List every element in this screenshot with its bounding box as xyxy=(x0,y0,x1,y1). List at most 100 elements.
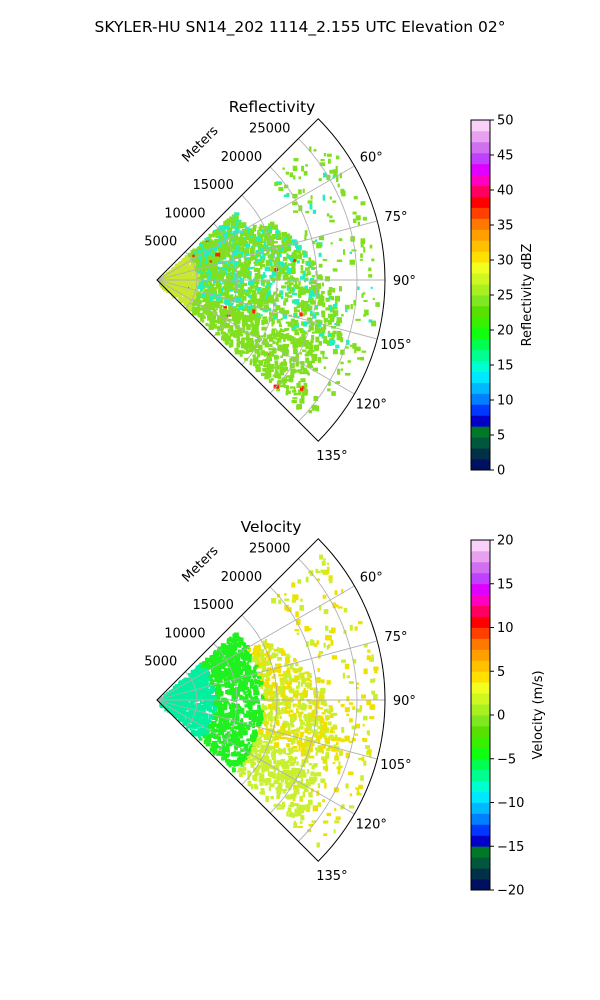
colorbar-segment xyxy=(471,404,490,416)
colorbar-segment xyxy=(471,758,490,771)
azimuth-gridline xyxy=(156,585,355,701)
colorbar-segment xyxy=(471,682,490,694)
azimuth-tick-label: 90° xyxy=(393,694,416,709)
colorbar-segment xyxy=(471,426,490,438)
azimuth-gridline xyxy=(156,699,355,815)
azimuth-gridline xyxy=(156,165,355,281)
azimuth-tick-label: 135° xyxy=(316,869,347,884)
velocity-colorbar-label: Velocity (m/s) xyxy=(531,670,546,759)
azimuth-tick-label: 75° xyxy=(384,630,407,645)
colorbar-segment xyxy=(471,316,490,329)
colorbar-segment xyxy=(471,857,490,869)
colorbar-segment xyxy=(471,583,490,596)
azimuth-gridline xyxy=(156,279,355,395)
colorbar-segment xyxy=(471,141,490,154)
colorbar-segment xyxy=(471,616,490,628)
colorbar-segment xyxy=(471,638,490,650)
colorbar-segment xyxy=(471,327,490,340)
colorbar-segment xyxy=(471,295,490,307)
colorbar-tick-label: −10 xyxy=(497,796,524,811)
reflectivity-colorbar: Reflectivity dBZ 0 5 10 15 20 25 30 35 40 45 50 xyxy=(470,114,535,479)
azimuth-tick-label: 75° xyxy=(384,210,407,225)
range-axis-label: Meters xyxy=(180,123,222,165)
colorbar-tick-label: −20 xyxy=(497,884,524,899)
range-tick-label: 5000 xyxy=(144,235,177,250)
velocity-title: Velocity xyxy=(241,518,302,536)
colorbar-segment xyxy=(471,879,490,891)
colorbar-segment xyxy=(471,338,490,351)
colorbar-segment xyxy=(471,273,490,285)
colorbar-segment xyxy=(471,550,490,563)
colorbar-tick-label: 20 xyxy=(497,324,514,339)
colorbar-segment xyxy=(471,868,490,880)
reflectivity-colorbar-label: Reflectivity dBZ xyxy=(520,244,535,347)
colorbar-segment xyxy=(471,305,490,318)
colorbar-tick-label: 30 xyxy=(497,254,514,269)
colorbar-segment xyxy=(471,704,490,716)
colorbar-segment xyxy=(471,207,490,219)
colorbar-segment xyxy=(471,229,490,241)
colorbar-tick-label: 50 xyxy=(497,114,514,129)
colorbar-segment xyxy=(471,382,490,394)
colorbar-segment xyxy=(471,780,490,792)
azimuth-tick-label: 60° xyxy=(360,150,383,165)
colorbar-segment xyxy=(471,693,490,705)
colorbar-segment xyxy=(471,605,490,617)
colorbar-tick-label: −5 xyxy=(497,752,516,767)
velocity-colorbar: Velocity (m/s) −20 −15 −10 −5 0 5 10 15 20 xyxy=(470,534,546,899)
colorbar-segment xyxy=(471,835,490,847)
colorbar-segment xyxy=(471,594,490,607)
range-tick-label: 20000 xyxy=(221,150,262,165)
colorbar-segment xyxy=(471,725,490,738)
range-tick-label: 25000 xyxy=(249,122,290,137)
colorbar-segment xyxy=(471,459,490,471)
colorbar-segment xyxy=(471,196,490,208)
sector-frame xyxy=(156,118,386,442)
azimuth-tick-label: 135° xyxy=(316,449,347,464)
azimuth-tick-label: 120° xyxy=(356,398,387,413)
azimuth-gridline xyxy=(156,279,378,340)
azimuth-gridline xyxy=(156,699,378,760)
colorbar-segment xyxy=(471,437,490,449)
colorbar-segment xyxy=(471,660,490,672)
colorbar-tick-label: 10 xyxy=(497,621,514,636)
range-tick-label: 5000 xyxy=(144,655,177,670)
colorbar-tick-label: 45 xyxy=(497,149,514,164)
colorbar-segment xyxy=(471,130,490,143)
range-tick-label: 15000 xyxy=(192,598,233,613)
colorbar-segment xyxy=(471,393,490,405)
range-tick-label: 15000 xyxy=(192,178,233,193)
colorbar-segment xyxy=(471,185,490,197)
colorbar-segment xyxy=(471,649,490,661)
colorbar-tick-label: −15 xyxy=(497,840,524,855)
colorbar-segment xyxy=(471,174,490,187)
colorbar-segment xyxy=(471,671,490,683)
colorbar-tick-label: 10 xyxy=(497,394,514,409)
colorbar-segment xyxy=(471,715,490,727)
colorbar-segment xyxy=(471,627,490,639)
figure-suptitle: SKYLER-HU SN14_202 1114_2.155 UTC Elevat… xyxy=(95,18,506,37)
colorbar-segment xyxy=(471,572,490,585)
azimuth-tick-label: 120° xyxy=(356,818,387,833)
range-tick-label: 20000 xyxy=(221,570,262,585)
colorbar-segment xyxy=(471,218,490,230)
colorbar-segment xyxy=(471,415,490,427)
azimuth-tick-label: 105° xyxy=(380,338,411,353)
colorbar-segment xyxy=(471,240,490,252)
colorbar-segment xyxy=(471,163,490,176)
colorbar-tick-label: 25 xyxy=(497,289,514,304)
colorbar-segment xyxy=(471,120,490,132)
azimuth-gridline xyxy=(156,220,378,281)
velocity-panel: Velocity 5000 10000 15000 20000 25000 Meters 6… xyxy=(144,518,416,884)
colorbar-segment xyxy=(471,769,490,782)
colorbar-segment xyxy=(471,791,490,803)
colorbar-segment xyxy=(471,561,490,574)
colorbar-tick-label: 0 xyxy=(497,709,505,724)
azimuth-tick-label: 90° xyxy=(393,274,416,289)
colorbar-tick-label: 0 xyxy=(497,464,505,479)
colorbar-segment xyxy=(471,846,490,858)
colorbar-segment xyxy=(471,251,490,263)
range-axis-label: Meters xyxy=(180,543,222,585)
colorbar-segment xyxy=(471,284,490,296)
